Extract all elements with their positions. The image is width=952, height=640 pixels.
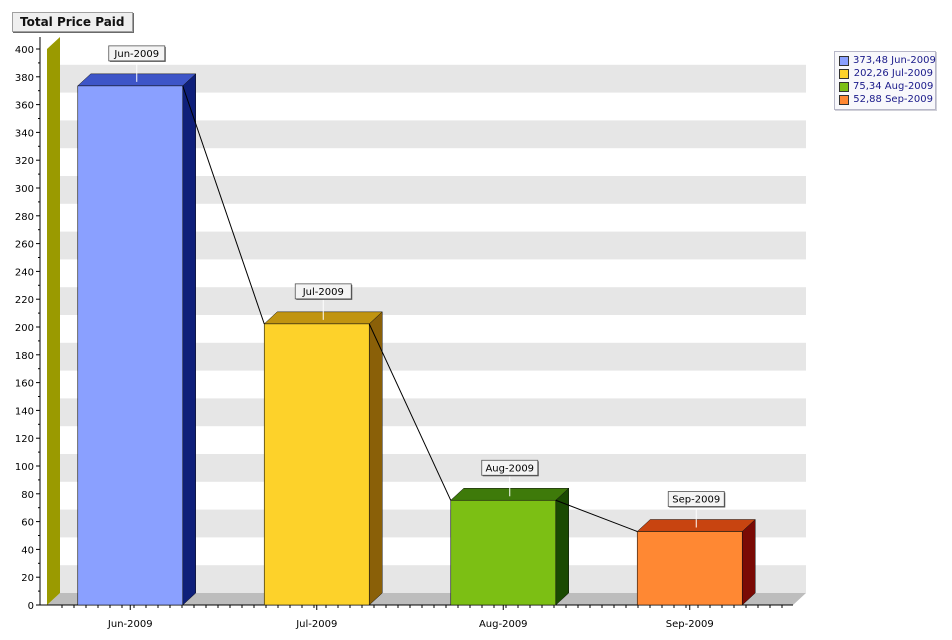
y-tick-label: 260 xyxy=(15,240,34,251)
y-tick-label: 220 xyxy=(15,295,34,306)
data-label: Jul-2009 xyxy=(302,287,344,298)
legend-item: 202,26 Jul-2009 xyxy=(839,67,933,80)
chart-floor xyxy=(47,593,806,605)
y-tick-label: 0 xyxy=(28,601,34,612)
legend-item: 75,34 Aug-2009 xyxy=(839,80,933,93)
connector-line xyxy=(182,85,265,325)
data-label: Sep-2009 xyxy=(672,494,720,505)
y-tick-label: 20 xyxy=(21,573,34,584)
legend-label: 373,48 Jun-2009 xyxy=(853,55,936,66)
legend-swatch xyxy=(839,55,849,66)
chart-left-wall xyxy=(47,37,60,605)
connector-line xyxy=(368,323,452,501)
data-label-box xyxy=(294,283,352,300)
legend-label: 75,34 Aug-2009 xyxy=(853,81,934,92)
chart-legend: 373,48 Jun-2009 202,26 Jul-2009 75,34 Aug-… xyxy=(834,51,936,110)
y-tick-label: 340 xyxy=(15,128,34,139)
legend-item: 52,88 Sep-2009 xyxy=(839,93,933,106)
data-label-box xyxy=(108,45,166,62)
y-tick-label: 60 xyxy=(21,518,34,529)
y-tick-label: 320 xyxy=(15,156,34,167)
bar-side xyxy=(369,311,383,606)
y-tick-label: 360 xyxy=(15,101,34,112)
bar xyxy=(450,499,557,606)
bar xyxy=(636,531,743,606)
y-tick-label: 200 xyxy=(15,323,34,334)
x-tick-label: Sep-2009 xyxy=(666,619,714,630)
x-tick-label: Jun-2009 xyxy=(107,619,153,630)
legend-item: 373,48 Jun-2009 xyxy=(839,54,936,67)
y-tick-label: 120 xyxy=(15,434,34,445)
y-tick-label: 240 xyxy=(15,267,34,278)
y-tick-label: 140 xyxy=(15,406,34,417)
legend-label: 202,26 Jul-2009 xyxy=(853,68,933,79)
legend-swatch xyxy=(839,81,849,92)
data-label: Jun-2009 xyxy=(113,49,159,60)
y-tick-label: 380 xyxy=(15,73,34,84)
bar xyxy=(263,323,370,606)
data-label-box xyxy=(481,459,539,476)
data-label-box xyxy=(667,491,725,507)
y-tick-label: 180 xyxy=(15,351,34,362)
legend-swatch xyxy=(839,94,849,105)
y-tick-label: 40 xyxy=(21,545,34,556)
connector-line xyxy=(555,499,638,532)
bar-side xyxy=(555,487,569,606)
x-tick-label: Aug-2009 xyxy=(479,619,528,630)
bar xyxy=(77,85,184,606)
y-tick-label: 100 xyxy=(15,462,34,473)
chart-title: Total Price Paid xyxy=(12,12,133,32)
data-label: Aug-2009 xyxy=(485,463,534,474)
legend-label: 52,88 Sep-2009 xyxy=(853,94,933,105)
bar-side xyxy=(182,73,196,606)
y-tick-label: 280 xyxy=(15,212,34,223)
bar-side xyxy=(742,518,756,606)
y-tick-label: 300 xyxy=(15,184,34,195)
y-tick-label: 80 xyxy=(21,490,34,501)
y-tick-label: 160 xyxy=(15,379,34,390)
x-tick-label: Jul-2009 xyxy=(295,619,337,630)
legend-swatch xyxy=(839,68,849,79)
y-tick-label: 400 xyxy=(15,45,34,56)
